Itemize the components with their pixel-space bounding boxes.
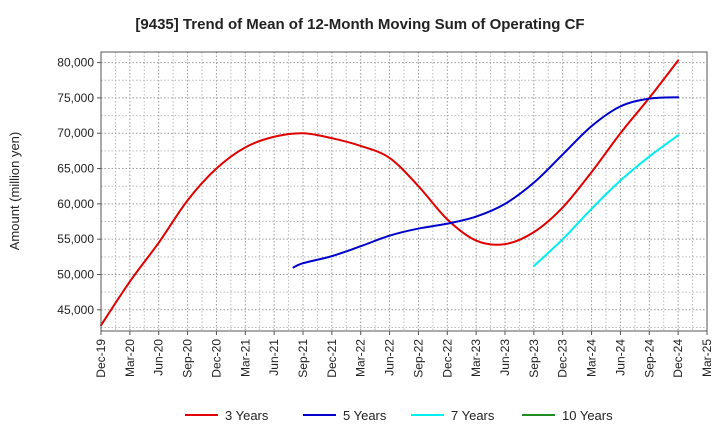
x-tick-label: Dec-21 [325,339,339,378]
x-tick-label: Sep-20 [181,339,195,378]
x-tick-label: Mar-20 [123,339,137,377]
y-tick-label: 50,000 [57,267,94,281]
x-tick-label: Mar-21 [238,339,252,377]
y-tick-label: 60,000 [57,197,94,211]
x-tick-label: Mar-24 [585,339,599,377]
x-tick-label: Dec-19 [94,339,108,378]
plot-area-frame [100,51,708,332]
x-axis-ticks: Dec-19 Mar-20 Jun-20 Sep-20 Dec-20 Mar-21 Jun-… [94,331,714,378]
x-tick-label: Mar-25 [700,339,714,377]
legend-label-3-years: 3 Years [225,408,269,423]
y-tick-label: 75,000 [57,91,94,105]
y-axis-ticks: 45,000 50,000 55,000 60,000 65,000 70,000 75,0… [57,56,101,317]
legend-label-10-years: 10 Years [562,408,613,423]
y-tick-label: 65,000 [57,162,94,176]
series-layer [100,59,680,327]
x-tick-label: Sep-23 [527,339,541,378]
y-tick-label: 70,000 [57,126,94,140]
x-tick-label: Dec-20 [209,339,223,378]
series-line-5-years [292,96,680,269]
x-tick-label: Sep-22 [411,339,425,378]
series-line-3-years [100,59,680,327]
x-tick-label: Dec-23 [556,339,570,378]
legend-label-5-years: 5 Years [343,408,387,423]
x-tick-label: Jun-24 [613,339,627,376]
legend-label-7-years: 7 Years [451,408,495,423]
grid-layer [100,52,708,331]
x-tick-label: Sep-24 [642,339,656,378]
legend: 3 Years 5 Years 7 Years 10 Years [185,408,613,423]
x-tick-label: Jun-23 [498,339,512,376]
y-tick-label: 45,000 [57,303,94,317]
y-tick-label: 55,000 [57,232,94,246]
y-tick-label: 80,000 [57,56,94,70]
x-tick-label: Dec-22 [440,339,454,378]
y-axis-label: Amount (million yen) [7,132,22,251]
series-line-7-years [532,134,680,268]
x-tick-label: Jun-22 [383,339,397,376]
x-tick-label: Sep-21 [296,339,310,378]
x-tick-label: Dec-24 [671,339,685,378]
x-tick-label: Jun-20 [152,339,166,376]
x-tick-label: Jun-21 [267,339,281,376]
chart-title: [9435] Trend of Mean of 12-Month Moving … [135,16,584,33]
x-tick-label: Mar-22 [354,339,368,377]
x-tick-label: Mar-23 [469,339,483,377]
